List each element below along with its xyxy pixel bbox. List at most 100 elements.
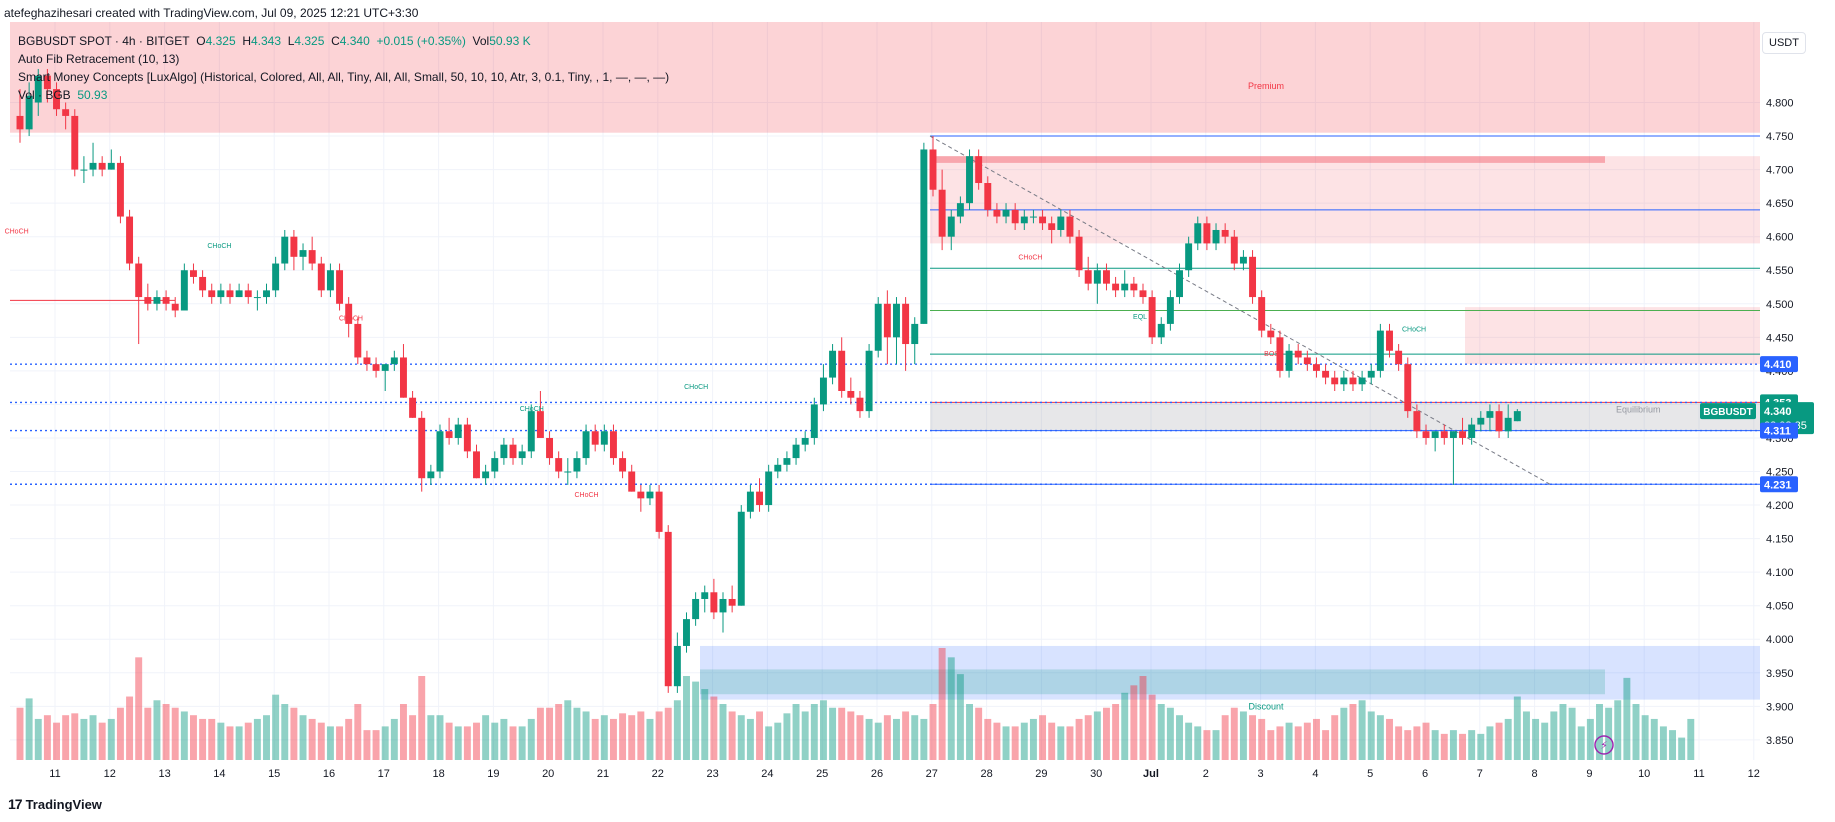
volume-bar: [1486, 726, 1494, 760]
volume-bar: [582, 711, 590, 760]
candle-body: [445, 431, 453, 438]
volume-bar: [728, 711, 736, 760]
volume-bar: [829, 707, 837, 760]
volume-bar: [1568, 707, 1576, 760]
volume-bar: [929, 704, 937, 760]
candle-body: [1322, 370, 1330, 378]
candle-body: [838, 350, 846, 391]
candle-body: [80, 169, 88, 171]
x-tick-label: 4: [1312, 768, 1318, 780]
volume-bar: [1541, 722, 1549, 760]
candle-body: [1039, 216, 1047, 224]
volume-bar: [1185, 722, 1193, 760]
candle-body: [883, 303, 891, 338]
candle-body: [591, 431, 599, 445]
volume-bar: [1349, 704, 1357, 760]
candle-body: [783, 458, 791, 465]
x-tick-label: 13: [158, 768, 170, 780]
candle-body: [628, 471, 636, 492]
x-tick-label: 10: [1638, 768, 1650, 780]
volume-bar: [509, 726, 517, 760]
y-tick-label: 4.200: [1766, 500, 1794, 512]
candle-body: [1422, 431, 1430, 438]
x-tick-label: 27: [926, 768, 938, 780]
equilibrium-zone: [930, 402, 1760, 431]
x-tick-label: 14: [213, 768, 225, 780]
candle-body: [737, 511, 745, 606]
volume-bar: [573, 707, 581, 760]
legend-vol-label: Vol: [472, 34, 490, 48]
volume-bar: [1632, 704, 1640, 760]
candle-body: [427, 471, 435, 479]
volume-bar: [1121, 692, 1129, 760]
premium-zone: [10, 22, 1760, 133]
volume-bar: [463, 726, 471, 760]
volume-bar: [1495, 722, 1503, 760]
legend-symbol-row: BGBUSDT SPOT · 4h · BITGET O4.325 H4.343…: [18, 32, 669, 50]
x-tick-label: 17: [378, 768, 390, 780]
candle-body: [418, 417, 426, 479]
legend-open: 4.325: [205, 34, 236, 48]
volume-bar: [1139, 676, 1147, 760]
candle-body: [938, 189, 946, 237]
candle-body: [1294, 350, 1302, 358]
y-tick-label: 4.550: [1766, 265, 1794, 277]
equilibrium-label: Equilibrium: [1616, 404, 1661, 414]
candle-body: [199, 276, 207, 291]
candle-body: [609, 431, 617, 459]
volume-bar: [600, 715, 608, 760]
volume-bar: [619, 713, 627, 760]
legend-high: 4.343: [250, 34, 282, 48]
candle-body: [107, 162, 115, 170]
legend-low: 4.325: [294, 34, 325, 48]
volume-bar: [1687, 718, 1695, 760]
volume-bar: [975, 707, 983, 760]
legend-high-label: H: [242, 34, 251, 48]
discount-label: Discount: [1248, 702, 1284, 712]
volume-bar: [244, 722, 252, 760]
tradingview-footer[interactable]: 17 TradingView: [8, 796, 102, 812]
volume-bar: [1376, 715, 1384, 760]
candle-body: [326, 270, 334, 291]
candle-body: [527, 411, 535, 452]
candle-body: [536, 411, 544, 438]
volume-bar: [1002, 726, 1010, 760]
volume-bar: [1176, 715, 1183, 760]
structure-label: CHoCH: [5, 228, 29, 235]
volume-bar: [1340, 707, 1348, 760]
volume-bar: [1212, 730, 1220, 760]
volume-bar: [701, 689, 709, 760]
candle-body: [1084, 270, 1092, 284]
candle-body: [518, 451, 526, 459]
legend-symbol[interactable]: BGBUSDT SPOT · 4h · BITGET: [18, 34, 190, 48]
volume-bar: [1075, 718, 1083, 760]
volume-bar: [1039, 715, 1047, 760]
candle-body: [546, 437, 554, 459]
volume-bar: [1477, 733, 1485, 760]
candle-body: [975, 156, 983, 184]
currency-button[interactable]: USDT: [1762, 32, 1806, 54]
candle-body: [463, 424, 471, 452]
structure-label: CHoCH: [1018, 255, 1042, 262]
volume-bar: [80, 718, 88, 760]
x-tick-label: 5: [1367, 768, 1373, 780]
legend-indicator-smc[interactable]: Smart Money Concepts [LuxAlgo] (Historic…: [18, 70, 670, 84]
legend-indicator-vol[interactable]: Vol · BGB 50.93: [18, 86, 669, 104]
volume-bar: [345, 718, 353, 760]
candle-body: [1312, 364, 1320, 371]
volume-bar: [1322, 730, 1330, 760]
candle-body: [363, 357, 371, 365]
candle-body: [381, 364, 389, 371]
volume-bar: [1194, 726, 1202, 760]
legend-close-label: C: [331, 34, 340, 48]
y-tick-label: 4.500: [1766, 299, 1794, 311]
legend-indicator-fib[interactable]: Auto Fib Retracement (10, 13): [18, 52, 180, 66]
candle-body: [1066, 216, 1074, 237]
x-tick-label: 28: [980, 768, 992, 780]
volume-bar: [655, 711, 663, 760]
volume-bar: [445, 722, 453, 760]
candle-body: [1230, 236, 1238, 264]
legend-close: 4.340: [339, 34, 370, 48]
structure-label: CHoCH: [1402, 326, 1426, 333]
